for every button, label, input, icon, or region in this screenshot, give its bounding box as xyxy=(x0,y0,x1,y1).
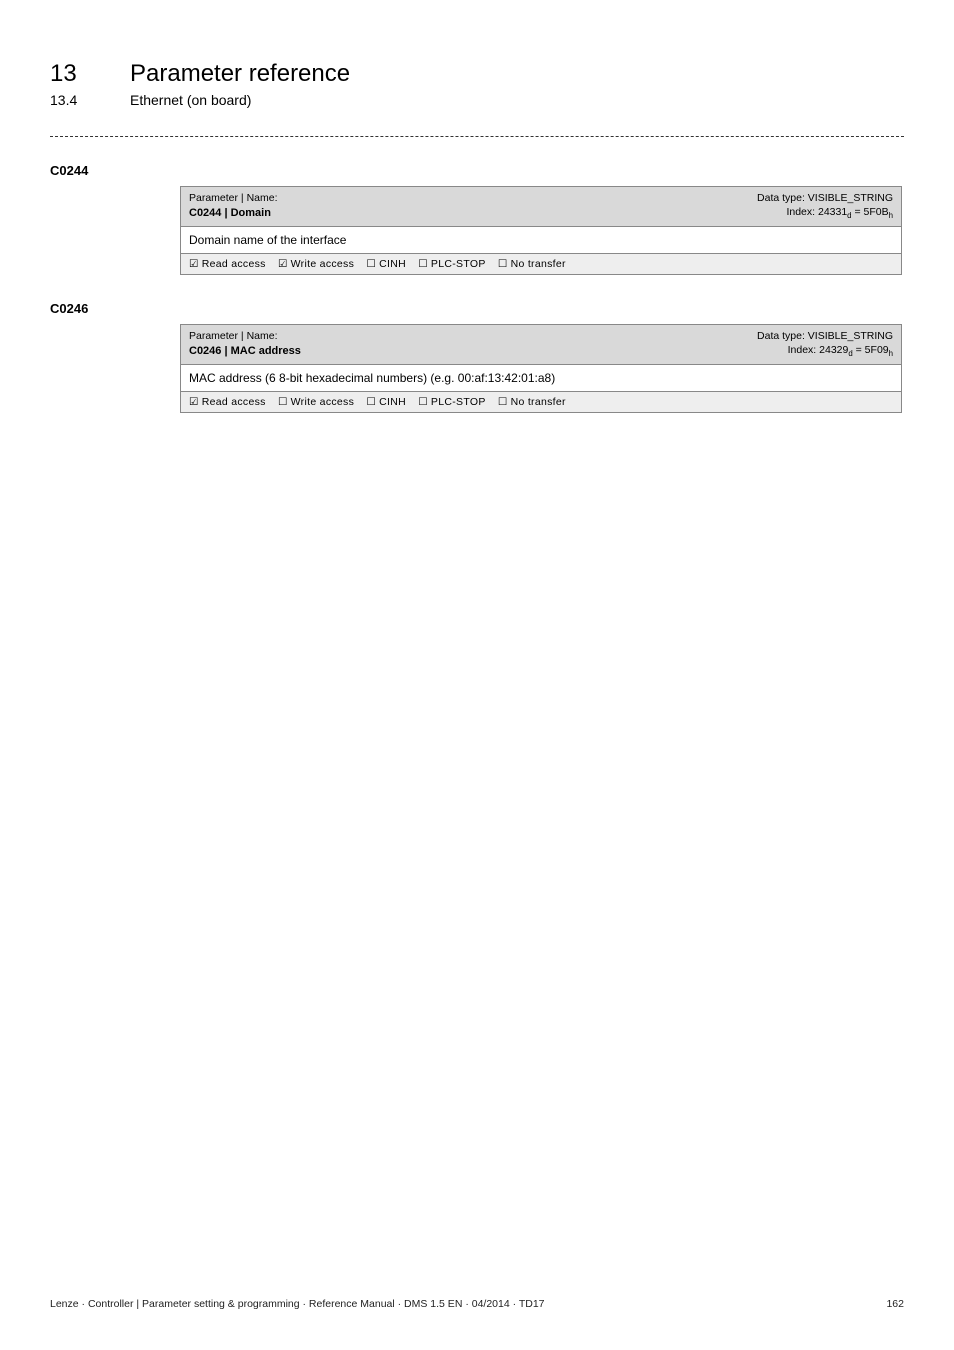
param-code-c0246: C0246 xyxy=(50,301,904,316)
chapter-title: Parameter reference xyxy=(130,60,350,88)
param-access: Read access Write access CINH PLC-STOP N… xyxy=(181,254,583,274)
footer-text: Lenze · Controller | Parameter setting &… xyxy=(50,1298,545,1310)
param-access-row: Read access Write access CINH PLC-STOP N… xyxy=(181,254,901,274)
cinh-checkbox: CINH xyxy=(366,396,406,408)
param-table-header-row: Parameter | Name: C0246 | MAC address Da… xyxy=(181,325,901,365)
param-description-row: Domain name of the interface xyxy=(181,227,901,254)
param-block-c0246: Parameter | Name: C0246 | MAC address Da… xyxy=(180,324,904,413)
plcstop-checkbox: PLC-STOP xyxy=(418,396,485,408)
read-access-checkbox: Read access xyxy=(189,258,266,270)
chapter-number: 13 xyxy=(50,60,130,88)
param-name: C0246 | MAC address xyxy=(189,344,733,358)
read-access-checkbox: Read access xyxy=(189,396,266,408)
param-block-c0244: Parameter | Name: C0244 | Domain Data ty… xyxy=(180,186,904,275)
param-description: MAC address (6 8-bit hexadecimal numbers… xyxy=(181,365,563,391)
notransfer-checkbox: No transfer xyxy=(498,396,566,408)
param-table: Parameter | Name: C0244 | Domain Data ty… xyxy=(180,186,902,275)
chapter-header: 13 Parameter reference xyxy=(50,60,904,88)
param-access-row: Read access Write access CINH PLC-STOP N… xyxy=(181,392,901,412)
param-table: Parameter | Name: C0246 | MAC address Da… xyxy=(180,324,902,413)
section-title: Ethernet (on board) xyxy=(130,92,251,108)
plcstop-checkbox: PLC-STOP xyxy=(418,258,485,270)
param-datatype: Data type: VISIBLE_STRING xyxy=(749,192,893,206)
param-datatype: Data type: VISIBLE_STRING xyxy=(749,330,893,344)
section-number: 13.4 xyxy=(50,92,130,108)
param-code-c0244: C0244 xyxy=(50,163,904,178)
param-name-cell: Parameter | Name: C0244 | Domain xyxy=(181,187,741,226)
param-description: Domain name of the interface xyxy=(181,227,354,253)
param-index: Index: 24331d = 5F0Bh xyxy=(749,206,893,221)
param-description-row: MAC address (6 8-bit hexadecimal numbers… xyxy=(181,365,901,392)
param-index: Index: 24329d = 5F09h xyxy=(749,344,893,359)
page-footer: Lenze · Controller | Parameter setting &… xyxy=(50,1298,904,1310)
param-table-header-row: Parameter | Name: C0244 | Domain Data ty… xyxy=(181,187,901,227)
param-label: Parameter | Name: xyxy=(189,192,733,206)
horizontal-rule xyxy=(50,136,904,137)
param-name: C0244 | Domain xyxy=(189,206,733,220)
param-datatype-cell: Data type: VISIBLE_STRING Index: 24331d … xyxy=(741,187,901,226)
param-datatype-cell: Data type: VISIBLE_STRING Index: 24329d … xyxy=(741,325,901,364)
param-name-cell: Parameter | Name: C0246 | MAC address xyxy=(181,325,741,364)
write-access-checkbox: Write access xyxy=(278,258,354,270)
param-label: Parameter | Name: xyxy=(189,330,733,344)
cinh-checkbox: CINH xyxy=(366,258,406,270)
notransfer-checkbox: No transfer xyxy=(498,258,566,270)
page-number: 162 xyxy=(886,1298,904,1310)
write-access-checkbox: Write access xyxy=(278,396,354,408)
section-subheader: 13.4 Ethernet (on board) xyxy=(50,92,904,108)
param-access: Read access Write access CINH PLC-STOP N… xyxy=(181,392,583,412)
